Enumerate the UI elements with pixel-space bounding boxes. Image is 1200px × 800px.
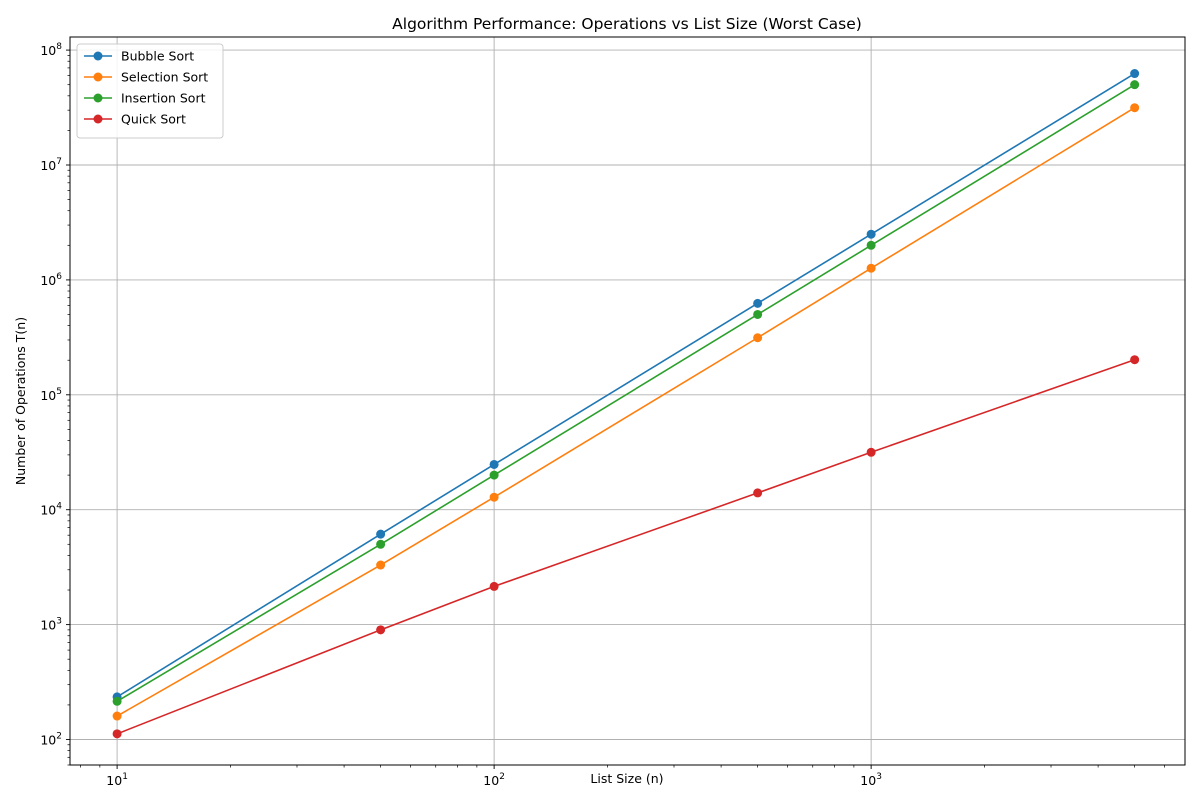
y-tick-label: 105 [40,387,62,403]
data-point-insertion-sort [376,539,386,549]
data-point-insertion-sort [489,470,499,480]
legend-item-bubble-sort: Bubble Sort [84,49,194,64]
series-line-quick-sort [116,358,1135,735]
axis-ticks: 101 102 103 102 103 104 105 106 107 108 [40,42,1165,788]
legend-marker [93,72,103,82]
legend-marker [93,114,103,124]
data-point-insertion-sort [112,696,122,706]
x-tick-label: 103 [860,772,882,788]
series-line-insertion-sort [116,83,1136,702]
data-point-insertion-sort [866,240,876,250]
data-point-selection-sort [753,333,763,343]
x-tick-label: 102 [483,772,505,788]
data-point-bubble-sort [1130,69,1140,79]
data-point-insertion-sort [1130,80,1140,90]
legend: Bubble Sort Selection Sort Insertion Sort Q… [76,43,224,139]
y-tick-label: 102 [40,732,62,748]
y-tick-label: 106 [40,272,62,288]
data-point-bubble-sort [753,298,763,308]
y-tick-label: 103 [40,617,62,633]
legend-marker [93,51,103,61]
series-insertion-sort [112,80,1140,706]
data-point-quick-sort [1130,355,1140,365]
legend-label: Selection Sort [121,70,208,85]
data-point-selection-sort [489,492,499,502]
data-point-bubble-sort [376,529,386,539]
series-quick-sort [112,355,1140,739]
data-point-selection-sort [866,263,876,273]
data-point-quick-sort [866,447,876,457]
plot-area [70,37,1185,765]
data-point-bubble-sort [866,229,876,239]
grid-lines [70,37,1185,765]
series-group [112,69,1140,739]
chart-title: Algorithm Performance: Operations vs Lis… [392,15,862,33]
series-line-bubble-sort [116,72,1136,698]
legend-item-selection-sort: Selection Sort [84,70,208,85]
series-selection-sort [112,103,1140,721]
legend-item-quick-sort: Quick Sort [84,112,186,127]
legend-label: Bubble Sort [121,49,194,64]
data-point-quick-sort [112,729,122,739]
series-line-selection-sort [116,107,1136,717]
data-point-quick-sort [753,488,763,498]
y-tick-label: 107 [40,157,62,173]
data-point-selection-sort [1130,103,1140,113]
x-tick-label: 101 [106,772,128,788]
y-tick-label: 104 [40,502,62,518]
plot-frame [69,36,1186,766]
x-axis-label: List Size (n) [590,771,663,786]
data-point-selection-sort [376,560,386,570]
legend-item-insertion-sort: Insertion Sort [84,91,206,106]
y-axis-label: Number of Operations T(n) [13,317,28,485]
legend-marker [93,93,103,103]
data-point-selection-sort [112,711,122,721]
legend-label: Quick Sort [121,112,186,127]
legend-box [76,43,224,139]
data-point-bubble-sort [489,459,499,469]
data-point-quick-sort [376,625,386,635]
y-tick-label: 108 [40,42,62,58]
data-point-insertion-sort [753,309,763,319]
legend-label: Insertion Sort [121,91,206,106]
data-point-quick-sort [489,581,499,591]
